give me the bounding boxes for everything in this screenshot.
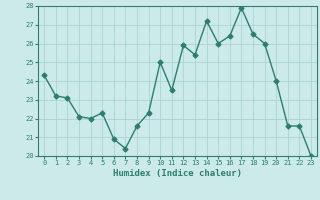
X-axis label: Humidex (Indice chaleur): Humidex (Indice chaleur) [113,169,242,178]
